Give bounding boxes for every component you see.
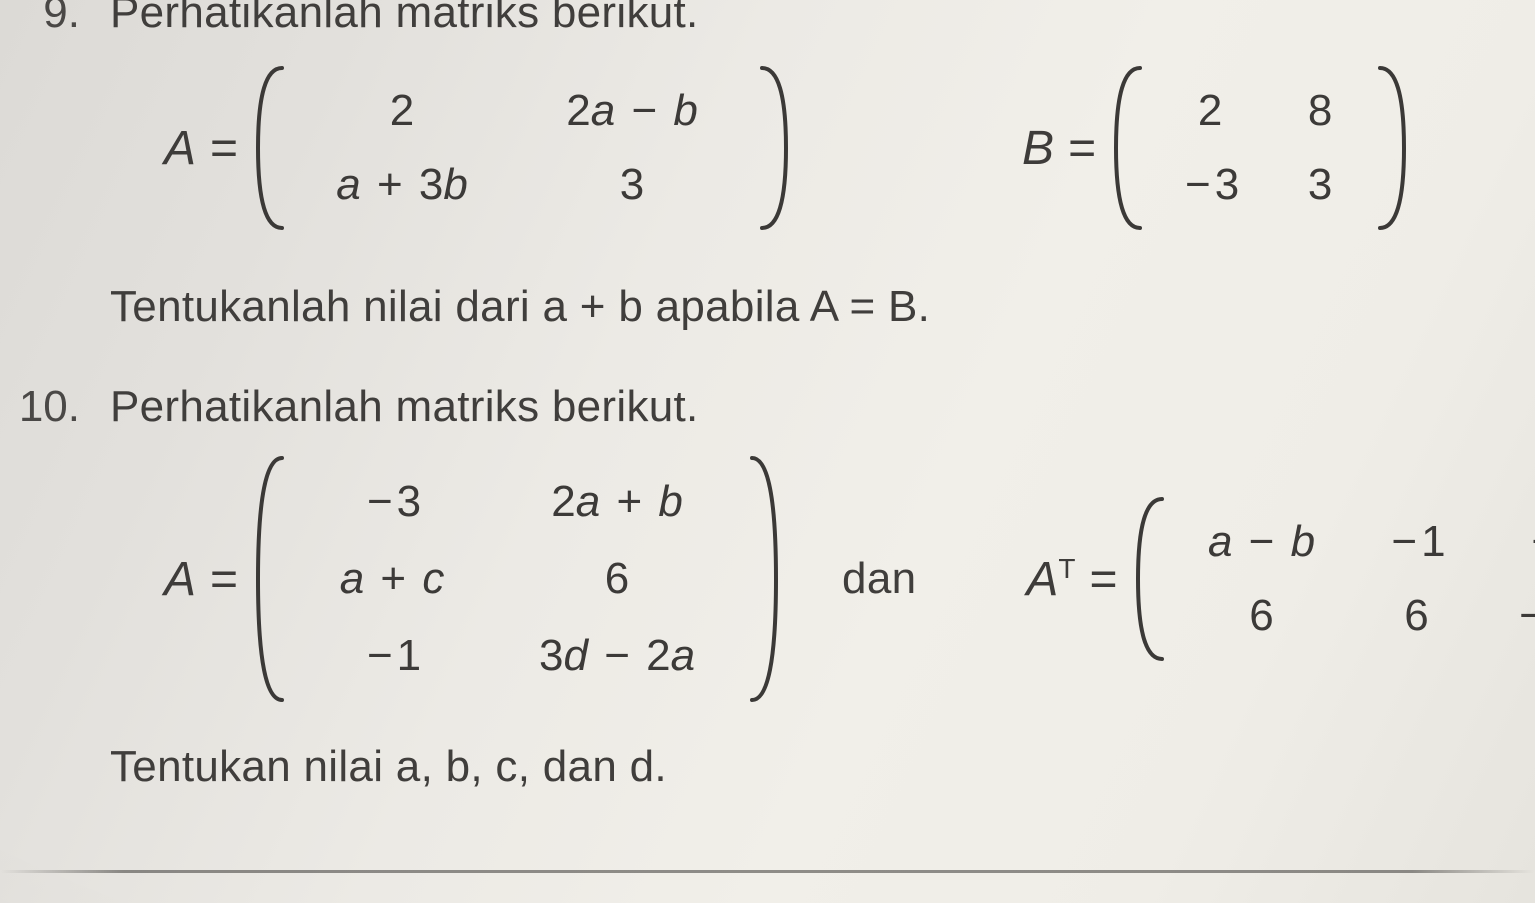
bottom-rule xyxy=(0,870,1535,873)
matrix-A-body: 2 2a − b a + 3b 3 xyxy=(252,64,792,232)
var-B: B xyxy=(1022,121,1054,176)
matrix-cell: 2a + b xyxy=(529,471,705,533)
matrix-cells: −3 2a + b a + c 6 −1 3d − 2a xyxy=(286,454,748,704)
matrix-cell: −3 xyxy=(341,471,443,533)
equals: = xyxy=(1083,552,1123,607)
matrix-cell: 2 xyxy=(368,80,436,142)
matrix-cell: 3 xyxy=(1286,154,1354,216)
matrix-cell: 6 xyxy=(1227,585,1295,647)
matrix-cell: 3d − 2a xyxy=(517,625,717,687)
q9-matrices-row: A = 22a − ba + 3b3 B = 28−33 xyxy=(0,64,1410,232)
q10-matrices-row: A = −32a + ba + c6−13d − 2a dan AT = a −… xyxy=(0,454,1535,704)
var-A-base: A xyxy=(1026,553,1058,606)
var-AT: AT xyxy=(1026,552,1075,607)
matrix-cell: −1 xyxy=(1505,511,1535,573)
matrix-cell: −1 xyxy=(1365,511,1467,573)
matrix-cell: −17 xyxy=(1493,585,1535,647)
equals: = xyxy=(204,121,244,176)
equals: = xyxy=(204,552,244,607)
matrix-A-body: −3 2a + b a + c 6 −1 3d − 2a xyxy=(252,454,782,704)
matrix-AT-body: a − b −1 −1 6 6 −17 xyxy=(1132,495,1535,663)
q10-connector: dan xyxy=(842,554,916,604)
left-paren xyxy=(1132,495,1166,663)
equals: = xyxy=(1062,121,1102,176)
q9-matrix-A: A = 2 2a − b a + 3b 3 xyxy=(164,64,792,232)
matrix-cell: 3 xyxy=(598,154,666,216)
matrix-cell: 6 xyxy=(583,548,651,610)
var-A: A xyxy=(164,121,196,176)
q9-number: 9. xyxy=(0,0,110,38)
q10-task-row: Tentukan nilai a, b, c, dan d. xyxy=(0,742,667,792)
var-A: A xyxy=(164,552,196,607)
matrix-cell: a + 3b xyxy=(314,154,490,216)
matrix-cells: a − b −1 −1 6 6 −17 xyxy=(1166,495,1535,663)
matrix-cell: 8 xyxy=(1286,80,1354,142)
left-paren xyxy=(252,454,286,704)
matrix-cell: 2 xyxy=(1176,80,1244,142)
q9-task-row: Tentukanlah nilai dari a + b apabila A =… xyxy=(0,282,930,332)
left-paren xyxy=(1110,64,1144,232)
q10-number: 10. xyxy=(0,382,110,432)
matrix-cell: −3 xyxy=(1159,154,1261,216)
matrix-cell: 2a − b xyxy=(544,80,720,142)
matrix-cell: a + c xyxy=(318,548,467,610)
right-paren xyxy=(1376,64,1410,232)
left-paren xyxy=(252,64,286,232)
q10-task: Tentukan nilai a, b, c, dan d. xyxy=(110,742,667,792)
matrix-cell: −1 xyxy=(341,625,443,687)
matrix-cells: 2 2a − b a + 3b 3 xyxy=(286,64,758,232)
q10-matrix-AT: AT = a − b −1 −1 6 6 −17 xyxy=(1026,495,1535,663)
q9-prompt: Perhatikanlah matriks berikut. xyxy=(110,0,699,38)
q9-task: Tentukanlah nilai dari a + b apabila A =… xyxy=(110,282,930,332)
right-paren xyxy=(748,454,782,704)
q9-matrix-B: B = 28 −3 3 xyxy=(1022,64,1410,232)
matrix-cell: 6 xyxy=(1382,585,1450,647)
transpose-superscript: T xyxy=(1058,553,1075,584)
right-paren xyxy=(758,64,792,232)
q10-matrix-A: A = −3 2a + b a + c 6 −1 3d − 2a xyxy=(164,454,782,704)
matrix-cells: 28 −3 3 xyxy=(1144,64,1376,232)
q9-heading-row: 9. Perhatikanlah matriks berikut. xyxy=(0,0,699,38)
matrix-B-body: 28 −3 3 xyxy=(1110,64,1410,232)
q10-prompt: Perhatikanlah matriks berikut. xyxy=(110,382,699,432)
matrix-cell: a − b xyxy=(1186,511,1337,573)
q10-heading-row: 10. Perhatikanlah matriks berikut. xyxy=(0,382,699,432)
